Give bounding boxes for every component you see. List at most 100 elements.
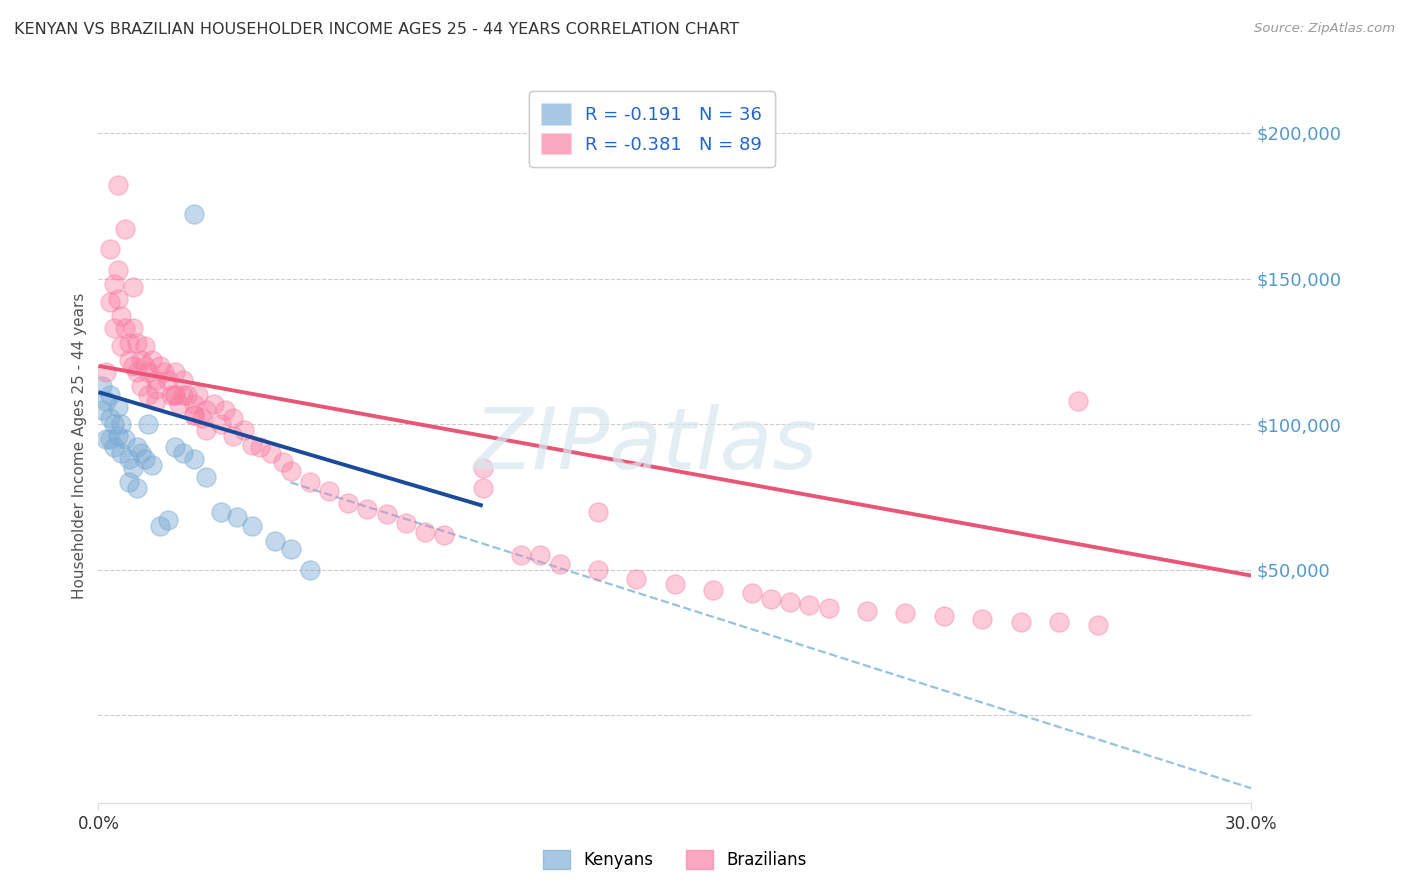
Point	[156, 513, 179, 527]
Point	[110, 310, 132, 324]
Point	[122, 280, 145, 294]
Point	[471, 460, 494, 475]
Point	[134, 338, 156, 352]
Point	[94, 393, 117, 408]
Text: ZIPatlas: ZIPatlas	[474, 404, 818, 488]
Point	[122, 359, 145, 373]
Point	[225, 510, 247, 524]
Text: KENYAN VS BRAZILIAN HOUSEHOLDER INCOME AGES 25 - 44 YEARS CORRELATION CHART: KENYAN VS BRAZILIAN HOUSEHOLDER INCOME A…	[14, 22, 740, 37]
Point	[165, 388, 187, 402]
Point	[122, 460, 145, 475]
Point	[125, 441, 148, 455]
Point	[145, 374, 167, 388]
Legend: R = -0.191   N = 36, R = -0.381   N = 89: R = -0.191 N = 36, R = -0.381 N = 89	[529, 91, 775, 167]
Point	[586, 563, 609, 577]
Point	[176, 388, 198, 402]
Point	[110, 338, 132, 352]
Point	[110, 446, 132, 460]
Point	[138, 365, 160, 379]
Point	[264, 533, 287, 548]
Legend: Kenyans, Brazilians: Kenyans, Brazilians	[533, 840, 817, 880]
Point	[165, 388, 187, 402]
Point	[183, 397, 205, 411]
Point	[118, 335, 141, 350]
Point	[249, 441, 271, 455]
Point	[98, 388, 121, 402]
Point	[118, 452, 141, 467]
Point	[817, 600, 839, 615]
Point	[129, 353, 152, 368]
Point	[98, 243, 121, 257]
Point	[114, 432, 136, 446]
Point	[233, 423, 256, 437]
Point	[222, 411, 245, 425]
Point	[395, 516, 418, 531]
Point	[298, 475, 321, 490]
Point	[149, 359, 172, 373]
Y-axis label: Householder Income Ages 25 - 44 years: Householder Income Ages 25 - 44 years	[72, 293, 87, 599]
Point	[972, 612, 994, 626]
Point	[149, 519, 172, 533]
Point	[195, 469, 218, 483]
Point	[548, 557, 571, 571]
Point	[240, 437, 263, 451]
Point	[129, 379, 152, 393]
Point	[167, 397, 190, 411]
Point	[152, 365, 174, 379]
Point	[125, 365, 148, 379]
Point	[172, 446, 194, 460]
Point	[856, 603, 879, 617]
Point	[107, 429, 129, 443]
Point	[103, 321, 125, 335]
Point	[271, 455, 294, 469]
Point	[107, 400, 129, 414]
Point	[240, 519, 263, 533]
Point	[413, 524, 436, 539]
Point	[1087, 618, 1109, 632]
Point	[107, 292, 129, 306]
Point	[932, 609, 955, 624]
Point	[138, 417, 160, 432]
Point	[103, 417, 125, 432]
Point	[260, 446, 283, 460]
Point	[91, 402, 114, 417]
Point	[141, 353, 163, 368]
Point	[280, 542, 302, 557]
Point	[103, 277, 125, 292]
Point	[626, 572, 648, 586]
Point	[191, 411, 214, 425]
Point	[98, 294, 121, 309]
Point	[114, 222, 136, 236]
Point	[529, 548, 551, 562]
Point	[172, 374, 194, 388]
Point	[107, 262, 129, 277]
Point	[799, 598, 821, 612]
Point	[183, 452, 205, 467]
Point	[222, 429, 245, 443]
Point	[122, 321, 145, 335]
Point	[894, 607, 917, 621]
Point	[433, 528, 456, 542]
Point	[183, 409, 205, 423]
Point	[202, 397, 225, 411]
Point	[1047, 615, 1070, 630]
Point	[145, 393, 167, 408]
Point	[134, 359, 156, 373]
Point	[759, 591, 782, 606]
Point	[183, 409, 205, 423]
Point	[160, 388, 183, 402]
Point	[94, 432, 117, 446]
Point	[1010, 615, 1032, 630]
Point	[134, 452, 156, 467]
Point	[280, 464, 302, 478]
Point	[165, 441, 187, 455]
Point	[702, 583, 724, 598]
Point	[209, 504, 232, 518]
Point	[195, 423, 218, 437]
Point	[187, 388, 209, 402]
Point	[125, 481, 148, 495]
Point	[356, 501, 378, 516]
Point	[118, 353, 141, 368]
Point	[664, 577, 686, 591]
Point	[141, 458, 163, 472]
